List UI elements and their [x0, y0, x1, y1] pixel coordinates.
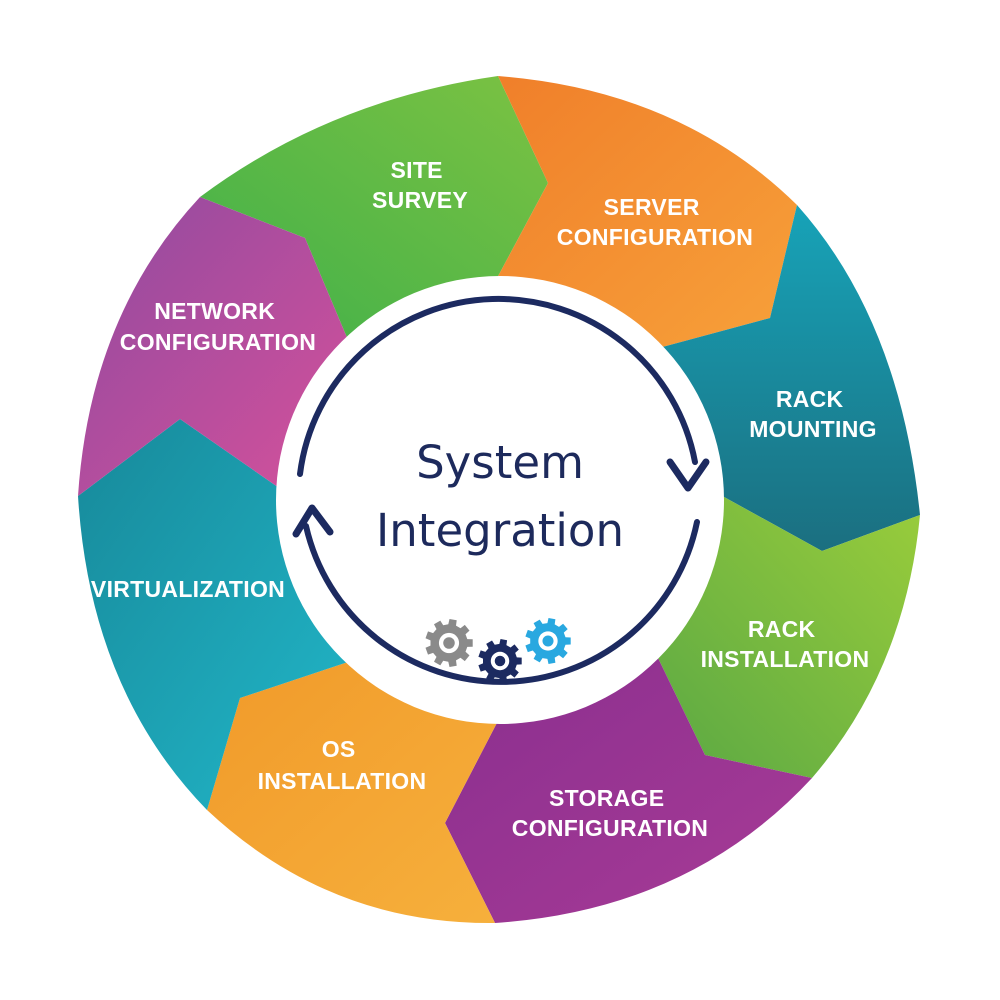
cycle-arrow-top [297, 295, 698, 477]
arrowhead-right-icon [666, 458, 710, 492]
segment-site-survey [200, 76, 548, 340]
segment-rack-mounting [655, 205, 920, 551]
segment-label-line: RACK [776, 386, 844, 412]
segment-rack-installation [658, 492, 920, 778]
segment-label-line: SERVER [604, 194, 700, 220]
gear-gray-icon [425, 619, 473, 667]
segment-label-line: CONFIGURATION [512, 815, 708, 841]
segment-label-line: SITE [390, 157, 442, 183]
gear-hub [494, 655, 506, 667]
center-title-line1: System [416, 436, 584, 489]
segment-label-line: CONFIGURATION [120, 329, 316, 355]
segment-server-configuration [496, 76, 797, 349]
segment-label-line: MOUNTING [749, 416, 877, 442]
segment-network-configuration [78, 197, 348, 496]
arrowhead-left-icon [292, 504, 334, 538]
gear-hub [542, 635, 554, 647]
segment-label-os-installation: OS INSTALLATION [258, 736, 427, 794]
segment-label-line: INSTALLATION [701, 646, 870, 672]
segment-os-installation [207, 662, 500, 924]
segment-label-line: VIRTUALIZATION [91, 576, 285, 602]
gear-navy-icon [478, 639, 522, 683]
segment-label-storage-configuration: STORAGE CONFIGURATION [512, 785, 708, 841]
segment-label-line: INSTALLATION [258, 768, 427, 794]
segment-storage-configuration [445, 658, 812, 923]
segment-label-line: NETWORK [154, 298, 275, 324]
gear-hub [443, 637, 455, 649]
segment-label-rack-mounting: RACK MOUNTING [749, 386, 877, 442]
segment-label-site-survey: SITE SURVEY [372, 157, 468, 213]
center-title-line2: Integration [376, 504, 624, 557]
segment-label-server-configuration: SERVER CONFIGURATION [557, 194, 753, 250]
segment-label-network-configuration: NETWORK CONFIGURATION [120, 298, 316, 355]
gear-blue-icon [525, 618, 571, 664]
segment-label-line: CONFIGURATION [557, 224, 753, 250]
segment-label-line: SURVEY [372, 187, 468, 213]
segment-label-rack-installation: RACK INSTALLATION [701, 616, 870, 672]
segment-label-line: STORAGE [549, 785, 664, 811]
segment-label-virtualization: VIRTUALIZATION [91, 576, 285, 602]
segment-label-line: OS [322, 736, 356, 762]
segment-label-line: RACK [748, 616, 816, 642]
center-disc [276, 276, 724, 724]
